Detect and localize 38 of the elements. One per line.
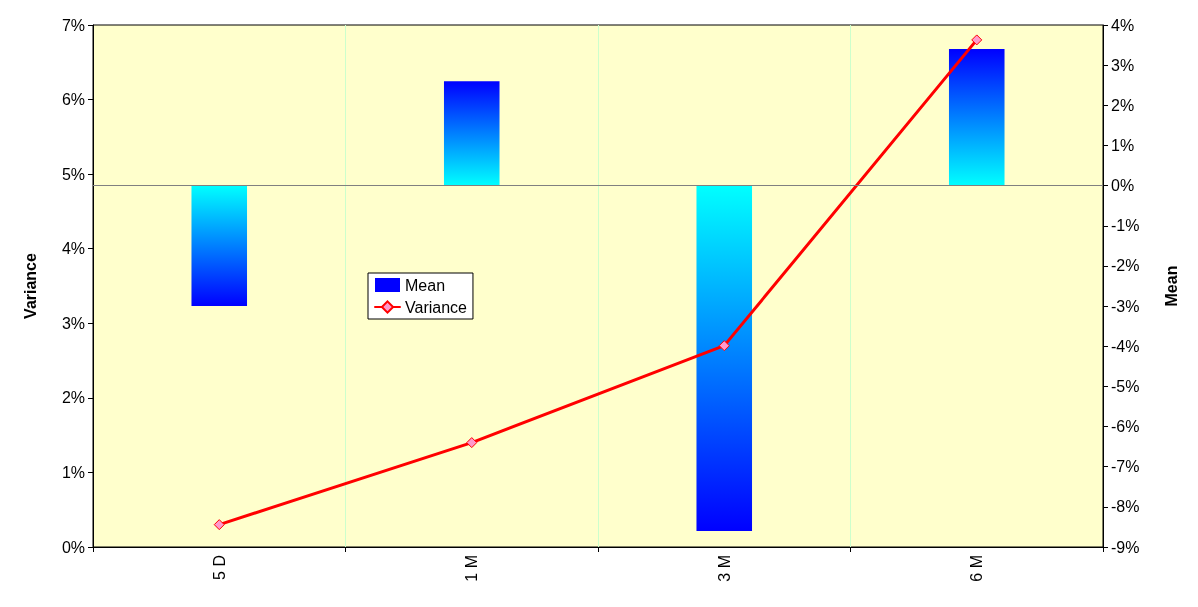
bar [948, 49, 1005, 186]
y-tick-label: 3% [61, 314, 85, 332]
y2-axis-title: Mean [1162, 265, 1180, 307]
y-tick-label: 2% [61, 389, 85, 407]
x-tick-label: 1 M [463, 555, 481, 582]
y2-tick-label: -7% [1111, 458, 1140, 476]
y2-tick-label: -2% [1111, 257, 1140, 275]
point [718, 340, 730, 352]
legend-label: Mean [405, 276, 446, 294]
y2-tick-label: -1% [1111, 217, 1140, 235]
x-tick-label: 6 M [968, 555, 986, 582]
bar [443, 81, 500, 186]
y2-tick-label: -8% [1111, 498, 1140, 516]
legend-label: Variance [405, 298, 468, 316]
y-tick-label: 5% [61, 165, 85, 183]
bar [696, 185, 753, 531]
point [971, 34, 983, 46]
y-tick-label: 7% [61, 16, 85, 34]
y2-tick-label: 3% [1111, 56, 1135, 74]
y2-tick-label: 0% [1111, 177, 1135, 195]
x-tick-label: 3 M [715, 555, 733, 582]
y-tick-label: 6% [61, 91, 85, 109]
point [213, 519, 225, 531]
y2-tick-label: -9% [1111, 538, 1140, 556]
y2-tick-label: -6% [1111, 418, 1140, 436]
y2-tick-label: 4% [1111, 16, 1135, 34]
y-axis-title: Variance [21, 252, 39, 319]
x-tick-label: 5 D [210, 555, 228, 580]
bar [191, 185, 248, 307]
y2-tick-label: 2% [1111, 96, 1135, 114]
y2-tick-label: -3% [1111, 297, 1140, 315]
y-tick-label: 0% [61, 538, 85, 556]
y2-tick-label: 1% [1111, 136, 1135, 154]
y-tick-label: 1% [61, 463, 85, 481]
point [466, 437, 478, 449]
y2-tick-label: -5% [1111, 377, 1140, 395]
y-tick-label: 4% [61, 240, 85, 258]
y2-tick-label: -4% [1111, 337, 1140, 355]
